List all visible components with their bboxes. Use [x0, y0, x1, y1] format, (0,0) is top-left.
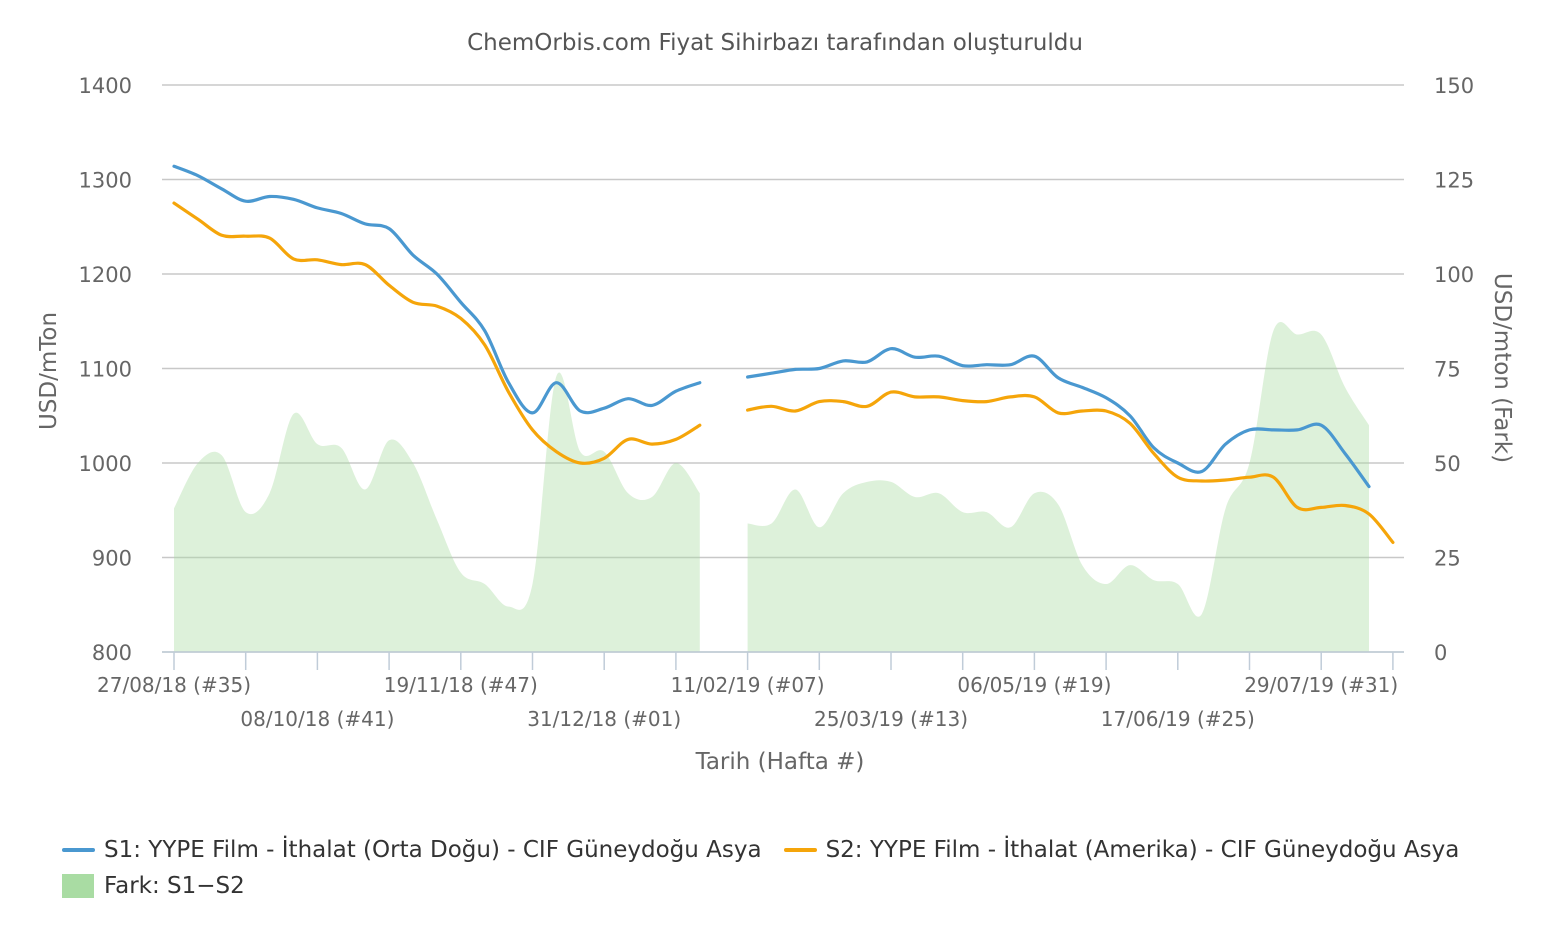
y-tick-label: 1400 [79, 74, 132, 98]
line-s2-segment-1 [172, 201, 702, 465]
x-tick-label: 31/12/18 (#01) [527, 707, 681, 731]
legend-swatch-s1 [62, 848, 95, 852]
legend-label-s2: S2: YYPE Film - İthalat (Amerika) - CIF … [825, 837, 1460, 863]
legend-item-s1[interactable]: S1: YYPE Film - İthalat (Orta Doğu) - CI… [62, 837, 762, 863]
x-tick-label: 08/10/18 (#41) [240, 707, 394, 731]
y-axis-left-label: USD/mTon [36, 312, 62, 430]
gridlines [162, 84, 1404, 653]
y-axis-right-label: USD/mton (Fark) [1489, 273, 1515, 463]
x-tick-label: 11/02/19 (#07) [671, 673, 825, 697]
y2-tick-label: 75 [1434, 358, 1461, 382]
line-s1-segment-2 [746, 347, 1371, 489]
y-tick-label: 900 [92, 547, 132, 571]
y-tick-label: 1000 [79, 452, 132, 476]
x-tick-label: 19/11/18 (#47) [384, 673, 538, 697]
line-s1-segment-1 [172, 164, 702, 415]
x-tick-label: 17/06/19 (#25) [1101, 707, 1255, 731]
y-tick-label: 1300 [79, 169, 132, 193]
y-axis-right-ticks: 0 25 50 75 100 125 150 [1434, 74, 1474, 665]
chart-title: ChemOrbis.com Fiyat Sihirbazı tarafından… [467, 30, 1083, 56]
legend: S1: YYPE Film - İthalat (Orta Doğu) - CI… [62, 832, 1542, 904]
y2-tick-label: 50 [1434, 452, 1461, 476]
y-tick-label: 1200 [79, 263, 132, 287]
y-tick-label: 1100 [79, 358, 132, 382]
legend-label-s1: S1: YYPE Film - İthalat (Orta Doğu) - CI… [104, 837, 762, 863]
area-fark-segment-1 [174, 372, 700, 652]
x-tick-label: 27/08/18 (#35) [97, 673, 251, 697]
x-tick-label: 06/05/19 (#19) [957, 673, 1111, 697]
legend-swatch-s2 [783, 848, 817, 852]
legend-label-fark: Fark: S1−S2 [104, 873, 245, 899]
legend-row-1: S1: YYPE Film - İthalat (Orta Doğu) - CI… [62, 832, 1542, 868]
area-series-layer [174, 321, 1369, 652]
y2-tick-label: 125 [1434, 169, 1474, 193]
legend-item-s2[interactable]: S2: YYPE Film - İthalat (Amerika) - CIF … [783, 837, 1460, 863]
legend-item-fark[interactable]: Fark: S1−S2 [62, 873, 245, 899]
y2-tick-label: 0 [1434, 641, 1447, 665]
line-s2-segment-2 [746, 390, 1395, 544]
y-axis-left-ticks: 800 900 1000 1100 1200 1300 1400 [79, 74, 132, 665]
line-series-layer [172, 164, 1395, 544]
y2-tick-label: 100 [1434, 263, 1474, 287]
y2-tick-label: 25 [1434, 547, 1461, 571]
x-axis-label: Tarih (Hafta #) [695, 749, 865, 775]
x-tick-label: 29/07/19 (#31) [1244, 673, 1398, 697]
legend-row-2: Fark: S1−S2 [62, 868, 1542, 904]
y-tick-label: 800 [92, 641, 132, 665]
y2-tick-label: 150 [1434, 74, 1474, 98]
area-fark-segment-2 [747, 321, 1369, 652]
x-axis: 27/08/18 (#35) 08/10/18 (#41) 19/11/18 (#4… [97, 651, 1404, 731]
legend-swatch-fark [62, 874, 94, 898]
x-tick-label: 25/03/19 (#13) [814, 707, 968, 731]
